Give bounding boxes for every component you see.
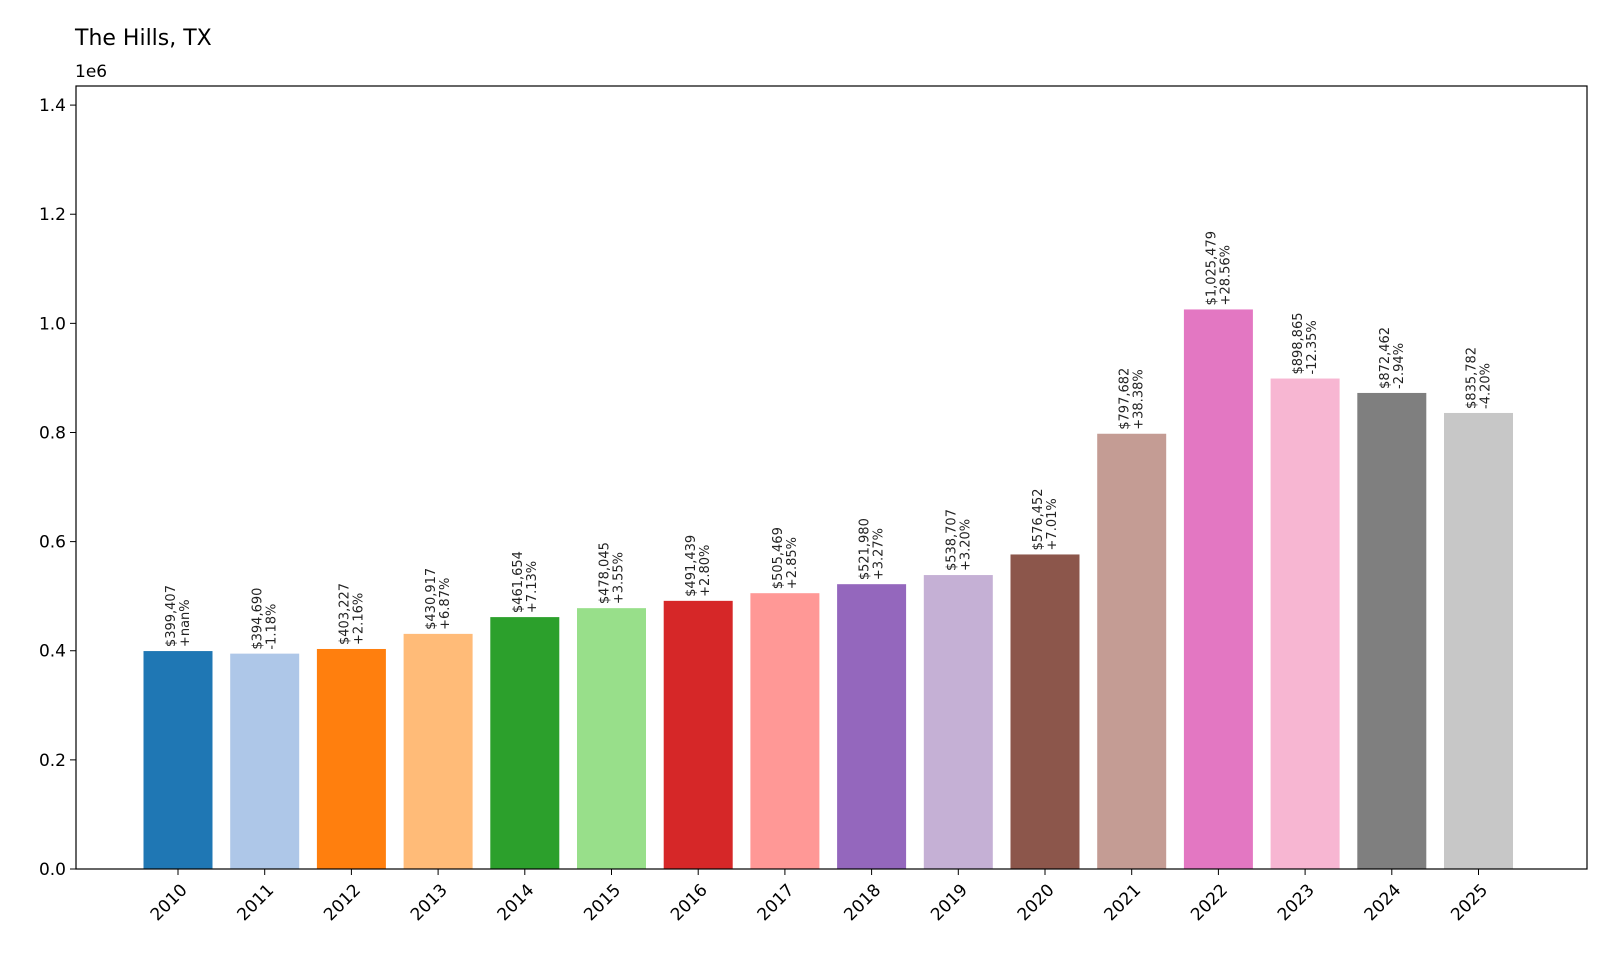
bar-label-2022: $1,025,479 +28.56% (1204, 231, 1233, 305)
bar-change-label: -4.20% (1479, 363, 1494, 409)
bar-label-2019: $538,707 +3.20% (944, 509, 973, 571)
x-tick-label: 2014 (494, 880, 539, 925)
x-tick-label: 2016 (667, 880, 712, 925)
bar-2012 (316, 648, 386, 869)
bar-value-label: $491,439 (684, 535, 699, 597)
bar-2018 (837, 584, 907, 869)
x-tick-label: 2020 (1014, 880, 1059, 925)
y-axis-offset-label: 1e6 (75, 62, 107, 82)
bar-value-label: $505,469 (771, 527, 786, 589)
bar-2011 (230, 653, 300, 869)
x-tick-label: 2025 (1447, 880, 1492, 925)
y-axis: 0.0 0.2 0.4 0.6 0.8 1.0 1.2 1.4 (39, 96, 76, 880)
bar-label-2012: $403,227 +2.16% (337, 583, 366, 645)
x-tick-label: 2017 (754, 880, 799, 925)
bar-label-2016: $491,439 +2.80% (684, 535, 713, 597)
bar-label-2021: $797,682 +38.38% (1118, 368, 1147, 430)
bar-2022 (1183, 309, 1253, 870)
bar-value-label: $521,980 (858, 518, 873, 580)
bar-value-label: $478,045 (598, 542, 613, 604)
x-tick-label: 2024 (1361, 880, 1406, 925)
bar-2016 (663, 600, 733, 869)
x-tick-label: 2021 (1100, 880, 1145, 925)
bar-change-label: +7.13% (525, 561, 540, 613)
bar-2015 (577, 608, 646, 869)
bar-label-2024: $872,462 -2.94% (1378, 327, 1407, 389)
bar-change-label: -2.94% (1392, 343, 1407, 389)
x-tick-label: 2010 (147, 880, 192, 925)
x-tick-label: 2023 (1274, 880, 1319, 925)
bar-change-label: +3.27% (872, 528, 887, 580)
bar-label-2020: $576,452 +7.01% (1031, 488, 1060, 550)
bars-group (143, 309, 1513, 870)
bar-change-label: +6.87% (438, 578, 453, 630)
y-tick-label: 0.2 (39, 751, 66, 771)
y-tick-label: 0.4 (39, 642, 66, 662)
y-tick-label: 0.6 (39, 533, 66, 553)
bar-value-label: $461,654 (511, 551, 526, 613)
bar-2021 (1097, 433, 1167, 869)
bar-change-label: -12.35% (1305, 320, 1320, 374)
x-tick-label: 2015 (580, 880, 625, 925)
bar-value-label: $430,917 (424, 568, 439, 630)
bar-change-label: +28.56% (1218, 245, 1233, 305)
bar-value-label: $394,690 (251, 588, 266, 650)
bar-value-label: $538,707 (944, 509, 959, 571)
x-tick-label: 2022 (1187, 880, 1232, 925)
bar-2010 (143, 651, 213, 869)
bar-value-label: $399,407 (164, 585, 179, 647)
bar-change-label: -1.18% (265, 604, 280, 650)
x-tick-label: 2012 (320, 880, 365, 925)
x-tick-label: 2011 (234, 880, 279, 925)
y-tick-label: 0.0 (39, 860, 66, 880)
bar-change-label: +2.16% (351, 593, 366, 645)
bar-label-2010: $399,407 +nan% (164, 585, 193, 647)
bar-2017 (750, 593, 820, 869)
y-tick-label: 1.0 (39, 314, 66, 334)
bar-2019 (923, 575, 993, 869)
bar-value-label: $403,227 (337, 583, 352, 645)
bar-label-2013: $430,917 +6.87% (424, 568, 453, 630)
x-axis: 2010 2011 2012 2013 2014 2015 2016 2017 2018 2019… (147, 869, 1492, 925)
plot-frame (75, 85, 1588, 870)
bar-value-label: $576,452 (1031, 488, 1046, 550)
x-tick-label: 2013 (407, 880, 452, 925)
bar-label-2014: $461,654 +7.13% (511, 551, 540, 613)
bar-change-label: +3.20% (958, 519, 973, 571)
bar-label-2011: $394,690 -1.18% (251, 588, 280, 650)
bar-change-label: +38.38% (1132, 369, 1147, 429)
chart-title: The Hills, TX (74, 26, 212, 51)
bar-value-label: $835,782 (1465, 347, 1480, 409)
bar-value-label: $1,025,479 (1204, 231, 1219, 305)
bar-2013 (403, 633, 473, 869)
bar-label-2018: $521,980 +3.27% (858, 518, 887, 580)
bar-labels-group: $399,407 +nan% $394,690 -1.18% $403,227 +2.16… (164, 231, 1494, 650)
bar-2024 (1357, 392, 1427, 869)
bar-change-label: +3.55% (612, 552, 627, 604)
y-tick-label: 1.2 (39, 205, 66, 225)
bar-label-2015: $478,045 +3.55% (598, 542, 627, 604)
bar-2020 (1010, 554, 1080, 869)
bar-2014 (490, 617, 560, 869)
bar-2023 (1270, 378, 1340, 869)
bar-label-2023: $898,865 -12.35% (1291, 313, 1320, 375)
x-tick-label: 2019 (927, 880, 972, 925)
x-tick-label: 2018 (840, 880, 885, 925)
y-tick-label: 1.4 (39, 96, 66, 116)
y-tick-label: 0.8 (39, 423, 66, 443)
bar-value-label: $872,462 (1378, 327, 1393, 389)
bar-change-label: +nan% (178, 599, 193, 647)
bar-value-label: $797,682 (1118, 368, 1133, 430)
bar-change-label: +2.80% (698, 545, 713, 597)
bar-label-2025: $835,782 -4.20% (1465, 347, 1494, 409)
bar-change-label: +7.01% (1045, 498, 1060, 550)
bar-value-label: $898,865 (1291, 313, 1306, 375)
bar-2025 (1444, 412, 1513, 869)
bar-change-label: +2.85% (785, 537, 800, 589)
bar-label-2017: $505,469 +2.85% (771, 527, 800, 589)
